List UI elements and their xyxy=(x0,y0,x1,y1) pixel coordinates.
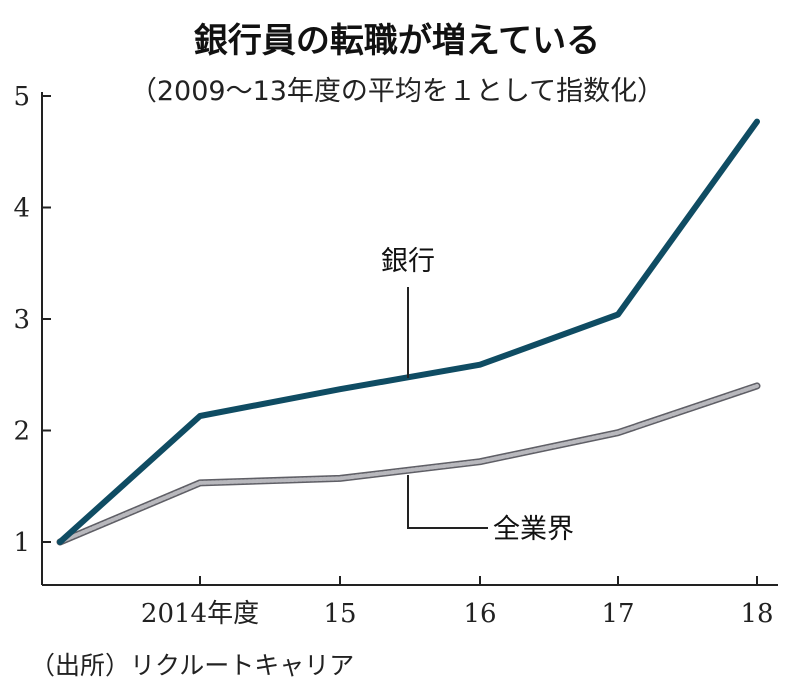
axes xyxy=(41,92,778,586)
x-tick-label: 17 xyxy=(601,599,634,629)
x-tick-label: 16 xyxy=(463,599,496,629)
all-industries-label-leader xyxy=(407,475,488,529)
series-lines xyxy=(56,118,761,546)
y-tick-labels: 1 2 3 4 5 xyxy=(13,82,30,558)
chart-subtitle: （2009〜13年度の平均を１として指数化） xyxy=(130,76,664,107)
series-line-bank xyxy=(57,118,760,545)
y-tick-label: 2 xyxy=(13,417,30,447)
y-tick-label: 5 xyxy=(13,82,30,112)
x-tick-label: 2014年度 xyxy=(141,599,259,629)
x-tick-label: 15 xyxy=(323,599,356,629)
x-tick-labels: 2014年度 15 16 17 18 xyxy=(141,599,774,629)
source-note: （出所）リクルートキャリア xyxy=(30,651,354,680)
series-line-all-industries xyxy=(58,383,759,544)
chart-title: 銀行員の転職が増えている xyxy=(194,21,600,61)
series-label-bank: 銀行 xyxy=(381,246,435,277)
y-tick-label: 1 xyxy=(13,528,30,558)
x-tick-label: 18 xyxy=(740,599,773,629)
series-label-all-industries: 全業界 xyxy=(493,514,574,545)
y-tick-label: 4 xyxy=(13,194,30,224)
y-tick-label: 3 xyxy=(13,305,30,335)
